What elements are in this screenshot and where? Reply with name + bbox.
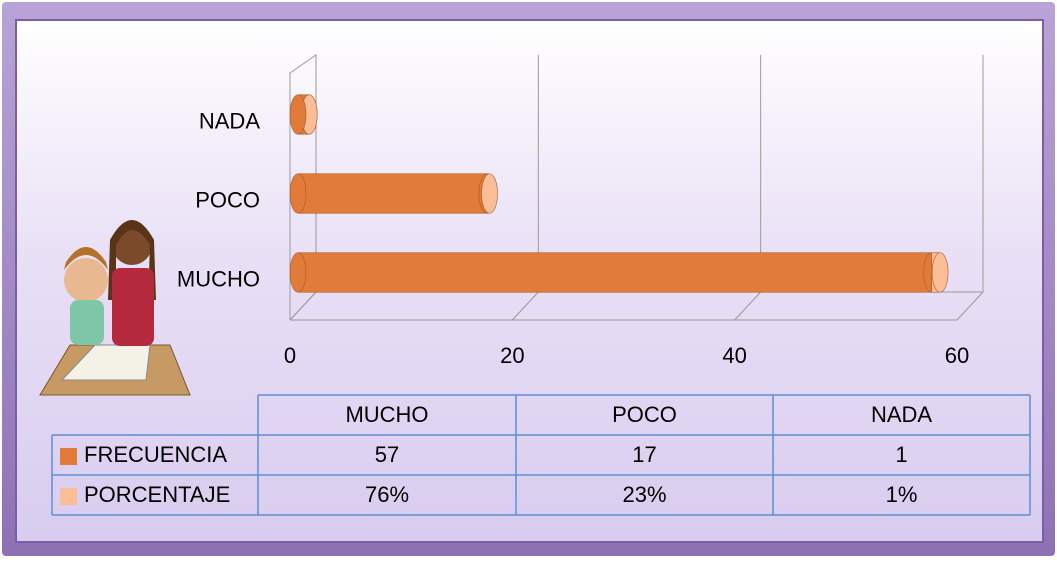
x-tick-label: 0 xyxy=(284,343,296,368)
table-cell: 1% xyxy=(886,482,918,507)
bar-base xyxy=(290,253,306,293)
legend-swatch xyxy=(60,488,77,505)
chart: 0 20 40 60 MUCHO POCO NADA MUCHO POCO NADA FRECUEN… xyxy=(0,0,1057,560)
table-cell: 23% xyxy=(622,482,666,507)
bar-segment xyxy=(298,174,487,214)
table-cell: 57 xyxy=(375,442,399,467)
table-row-label: PORCENTAJE xyxy=(84,482,230,507)
category-label: MUCHO xyxy=(177,266,260,291)
x-tick-label: 60 xyxy=(945,343,969,368)
table-header: POCO xyxy=(612,402,677,427)
table-row-label: FRECUENCIA xyxy=(84,442,227,467)
bar-cap xyxy=(932,253,948,293)
x-tick-label: 40 xyxy=(722,343,746,368)
x-tick-label: 20 xyxy=(500,343,524,368)
bar-base xyxy=(290,95,306,135)
legend-swatch xyxy=(60,448,77,465)
bar-base xyxy=(290,174,306,214)
table-header: NADA xyxy=(871,402,932,427)
category-label: POCO xyxy=(195,187,260,212)
table-cell: 17 xyxy=(632,442,656,467)
table-header: MUCHO xyxy=(345,402,428,427)
bar-segment xyxy=(298,253,932,293)
table-cell: 1 xyxy=(895,442,907,467)
table-cell: 76% xyxy=(365,482,409,507)
bar-cap xyxy=(482,174,498,214)
category-label: NADA xyxy=(199,108,260,133)
